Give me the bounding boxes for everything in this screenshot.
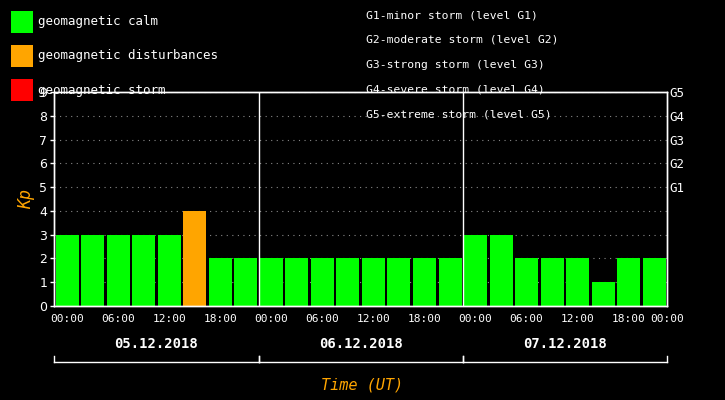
Text: G1-minor storm (level G1): G1-minor storm (level G1) — [366, 10, 538, 20]
Bar — [541, 258, 563, 306]
Bar — [132, 235, 155, 306]
Bar — [158, 235, 181, 306]
Text: G4-severe storm (level G4): G4-severe storm (level G4) — [366, 84, 545, 94]
Bar — [592, 282, 615, 306]
Bar — [336, 258, 360, 306]
Bar — [209, 258, 232, 306]
Text: G2-moderate storm (level G2): G2-moderate storm (level G2) — [366, 35, 559, 45]
Text: Time (UT): Time (UT) — [321, 377, 404, 392]
Text: G5-extreme storm (level G5): G5-extreme storm (level G5) — [366, 109, 552, 119]
Bar — [56, 235, 78, 306]
Text: geomagnetic storm: geomagnetic storm — [38, 84, 166, 96]
Text: 05.12.2018: 05.12.2018 — [115, 337, 199, 351]
Bar — [464, 235, 487, 306]
Text: geomagnetic calm: geomagnetic calm — [38, 16, 159, 28]
Bar — [617, 258, 640, 306]
Bar — [234, 258, 257, 306]
Bar — [387, 258, 410, 306]
Text: 06.12.2018: 06.12.2018 — [319, 337, 402, 351]
Text: geomagnetic disturbances: geomagnetic disturbances — [38, 50, 218, 62]
Bar — [439, 258, 462, 306]
Bar — [489, 235, 513, 306]
Bar — [107, 235, 130, 306]
Y-axis label: Kp: Kp — [17, 189, 36, 209]
Bar — [362, 258, 385, 306]
Text: 07.12.2018: 07.12.2018 — [523, 337, 607, 351]
Bar — [515, 258, 538, 306]
Bar — [413, 258, 436, 306]
Bar — [81, 235, 104, 306]
Bar — [566, 258, 589, 306]
Bar — [183, 211, 206, 306]
Bar — [643, 258, 666, 306]
Bar — [311, 258, 334, 306]
Bar — [286, 258, 308, 306]
Bar — [260, 258, 283, 306]
Text: G3-strong storm (level G3): G3-strong storm (level G3) — [366, 60, 545, 70]
